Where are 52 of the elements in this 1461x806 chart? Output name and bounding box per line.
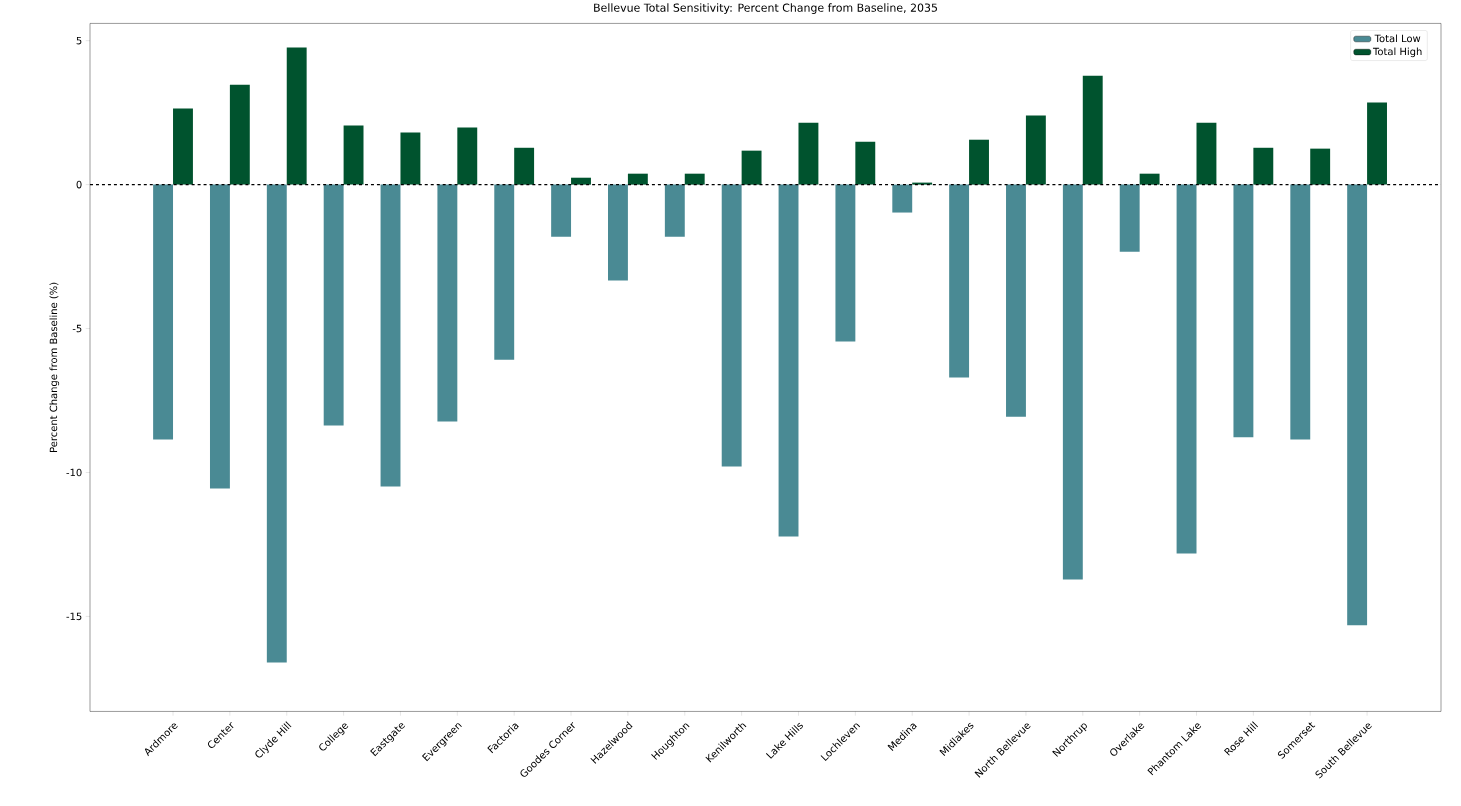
- bar: [551, 184, 572, 237]
- y-tick-label: 5: [76, 36, 82, 45]
- bar: [892, 184, 913, 213]
- bar: [1119, 184, 1140, 252]
- bar: [835, 184, 856, 342]
- bar: [323, 184, 344, 426]
- bar: [1347, 184, 1368, 626]
- bar: [1196, 122, 1217, 185]
- bar: [741, 150, 762, 185]
- bar: [380, 184, 401, 487]
- bar: [1233, 184, 1254, 438]
- bar: [229, 84, 250, 185]
- bar: [855, 141, 876, 185]
- bar: [400, 132, 421, 185]
- y-tick-label: -15: [66, 612, 82, 620]
- bar: [1290, 184, 1311, 440]
- legend-label: Total High: [1372, 47, 1422, 57]
- bar: [209, 184, 230, 489]
- bar: [721, 184, 742, 467]
- bar: [684, 173, 705, 185]
- bar: [1082, 75, 1103, 185]
- bar: [1006, 184, 1026, 417]
- legend-label: Total Low: [1374, 34, 1421, 42]
- bar: [664, 184, 685, 237]
- bar: [608, 184, 628, 281]
- bar: [286, 47, 307, 185]
- bar: [343, 125, 364, 185]
- bar: [949, 184, 970, 378]
- y-tick-label: -10: [66, 468, 82, 477]
- y-tick-label: -5: [72, 324, 82, 333]
- bar: [778, 184, 799, 537]
- bar: [437, 184, 458, 422]
- bar: [798, 122, 819, 185]
- bar: [1062, 184, 1083, 580]
- bar: [266, 184, 287, 663]
- bar: [514, 147, 535, 185]
- y-tick-label: 0: [76, 180, 82, 189]
- bar: [1253, 147, 1274, 185]
- chart-title: Bellevue Total Sensitivity: Percent Change from Baseline, 2035: [594, 3, 937, 14]
- bar: [571, 177, 591, 185]
- bar: [1310, 148, 1331, 185]
- bar: [1176, 184, 1197, 554]
- bar: [153, 184, 174, 440]
- bar: [1025, 115, 1046, 185]
- bar: [494, 184, 515, 360]
- bar: [969, 139, 989, 185]
- bar: [1367, 102, 1387, 185]
- bar: [1139, 173, 1160, 185]
- bar: [457, 127, 478, 185]
- y-axis-title: Percent Change from Baseline (%): [49, 282, 60, 452]
- bar: [173, 108, 193, 185]
- bar: [627, 173, 648, 185]
